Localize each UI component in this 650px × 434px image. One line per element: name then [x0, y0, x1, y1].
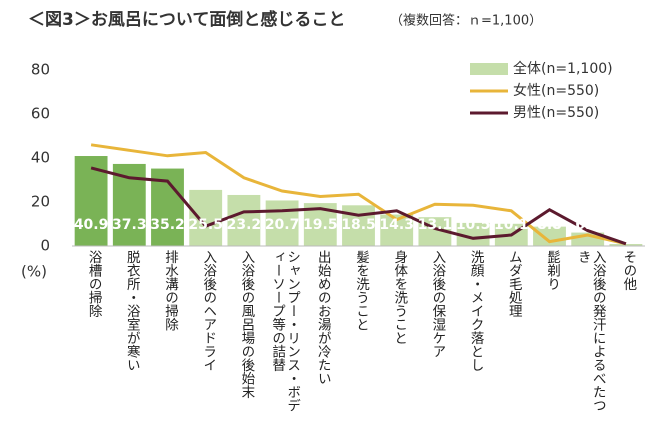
value-label: 40.9	[74, 217, 109, 233]
bar	[609, 244, 643, 246]
x-tick-label: 髪を洗うこと	[353, 250, 369, 331]
y-tick-label: 40	[31, 149, 50, 167]
y-unit: (%)	[21, 263, 47, 281]
x-tick-label: 入浴後のヘアドライ	[200, 250, 217, 372]
chart-title: ＜図3＞お風呂について面倒と感じること	[28, 9, 345, 30]
x-tick-label: 出始めのお湯が冷たい	[314, 250, 331, 385]
y-tick-label: 20	[31, 193, 50, 211]
legend-swatch	[470, 63, 508, 75]
value-label: 25.5	[188, 217, 223, 233]
line	[90, 166, 627, 246]
value-label: 20.7	[265, 217, 300, 233]
value-label: 37.3	[112, 217, 147, 233]
legend-label: 全体(n=1,100)	[513, 60, 613, 77]
y-tick-label: 0	[40, 237, 50, 255]
x-tick-label: シャンプー・リンス・ボディーソープ等の詰替	[269, 250, 301, 412]
value-label: 6.1	[575, 217, 600, 233]
legend-label: 男性(n=550)	[513, 105, 599, 121]
value-label: 23.2	[227, 217, 262, 233]
y-tick-label: 80	[31, 61, 50, 79]
value-label: 10.1	[494, 217, 529, 233]
x-tick-label: 洗顔・メイク落とし	[467, 250, 484, 372]
x-tick-label: 髭剃り	[544, 250, 560, 291]
x-tick-label: 入浴後の保湿ケア	[429, 250, 446, 358]
value-label: 19.5	[303, 217, 338, 233]
chart-subtitle: （複数回答：ｎ=1,100）	[390, 13, 542, 29]
x-tick-label: 排水溝の掃除	[162, 250, 178, 331]
x-tick-label: ムダ毛処理	[505, 250, 522, 318]
value-label: 35.2	[150, 217, 185, 233]
x-tick-label: 浴槽の掃除	[85, 250, 102, 318]
bar	[227, 194, 261, 246]
x-tick-label: 脱衣所・浴室が寒い	[123, 250, 140, 372]
value-label: 13.1	[418, 217, 453, 233]
x-tick-label: その他	[620, 250, 637, 291]
bar	[265, 200, 299, 246]
line	[90, 143, 627, 246]
legend-label: 女性(n=550)	[513, 82, 599, 99]
x-tick-label: 身体を洗うこと	[391, 250, 408, 345]
x-tick-label: 入浴後の発汗によるべたつき	[574, 250, 606, 412]
value-label: 18.5	[341, 217, 376, 233]
x-tick-label: 入浴後の風呂場の後始末	[238, 250, 255, 399]
value-label: 0.9	[613, 217, 638, 233]
y-tick-label: 60	[31, 105, 50, 123]
bar	[456, 222, 490, 246]
bar	[189, 189, 223, 246]
value-label: 14.3	[379, 217, 414, 233]
value-label: 8.8	[537, 217, 562, 233]
value-label: 10.5	[456, 217, 491, 233]
